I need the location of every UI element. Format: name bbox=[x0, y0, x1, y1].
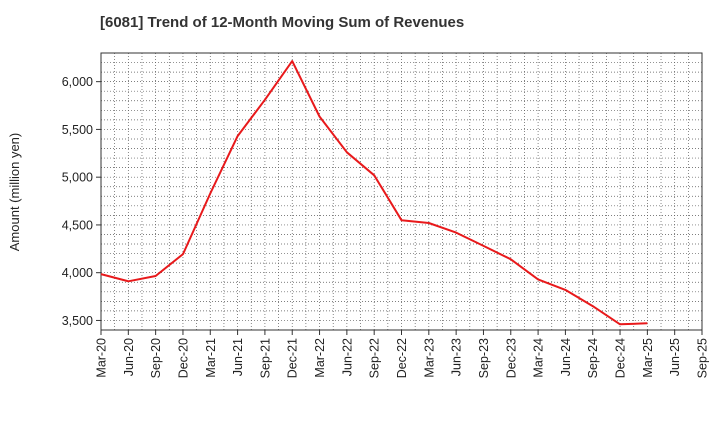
series-line bbox=[100, 60, 648, 326]
x-tick-label: Dec-24 bbox=[614, 338, 628, 378]
x-tick-label: Mar-21 bbox=[204, 338, 218, 378]
x-tick-label: Mar-23 bbox=[422, 338, 436, 378]
y-tick-label: 4,500 bbox=[62, 218, 93, 232]
y-axis-label: Amount (million yen) bbox=[7, 133, 22, 252]
x-tick-label: Sep-20 bbox=[149, 338, 163, 378]
x-tick-label: Jun-25 bbox=[668, 338, 682, 376]
x-tick-label: Mar-25 bbox=[641, 338, 655, 378]
x-tick-label: Dec-22 bbox=[395, 338, 409, 378]
y-tick-label: 5,000 bbox=[62, 171, 93, 185]
x-tick-label: Jun-20 bbox=[122, 338, 136, 376]
x-axis: Mar-20 Jun-20 Sep-20 Dec-20 Mar-21 Jun-21 Sep-… bbox=[95, 330, 710, 378]
y-tick-label: 5,500 bbox=[62, 123, 93, 137]
x-tick-label: Sep-22 bbox=[368, 338, 382, 378]
y-tick-label: 3,500 bbox=[62, 314, 93, 328]
x-tick-label: Sep-24 bbox=[586, 338, 600, 378]
y-tick-label: 6,000 bbox=[62, 75, 93, 89]
chart-title: [6081] Trend of 12-Month Moving Sum of R… bbox=[100, 14, 465, 31]
x-tick-label: Jun-24 bbox=[559, 338, 573, 376]
x-tick-label: Dec-23 bbox=[504, 338, 518, 378]
y-tick-label: 4,000 bbox=[62, 266, 93, 280]
series-layer bbox=[100, 60, 648, 326]
x-tick-label: Sep-25 bbox=[696, 338, 710, 378]
x-tick-label: Mar-22 bbox=[313, 338, 327, 378]
x-tick-label: Dec-21 bbox=[286, 338, 300, 378]
x-tick-label: Jun-23 bbox=[450, 338, 464, 376]
y-axis: 3,500 4,000 4,500 5,000 5,500 6,000 bbox=[62, 75, 101, 328]
x-tick-label: Mar-20 bbox=[95, 338, 109, 378]
x-tick-label: Sep-23 bbox=[477, 338, 491, 378]
grid bbox=[100, 52, 703, 331]
x-tick-label: Jun-22 bbox=[340, 338, 354, 376]
x-tick-label: Sep-21 bbox=[258, 338, 272, 378]
x-tick-label: Jun-21 bbox=[231, 338, 245, 376]
x-tick-label: Mar-24 bbox=[532, 338, 546, 378]
x-tick-label: Dec-20 bbox=[176, 338, 190, 378]
